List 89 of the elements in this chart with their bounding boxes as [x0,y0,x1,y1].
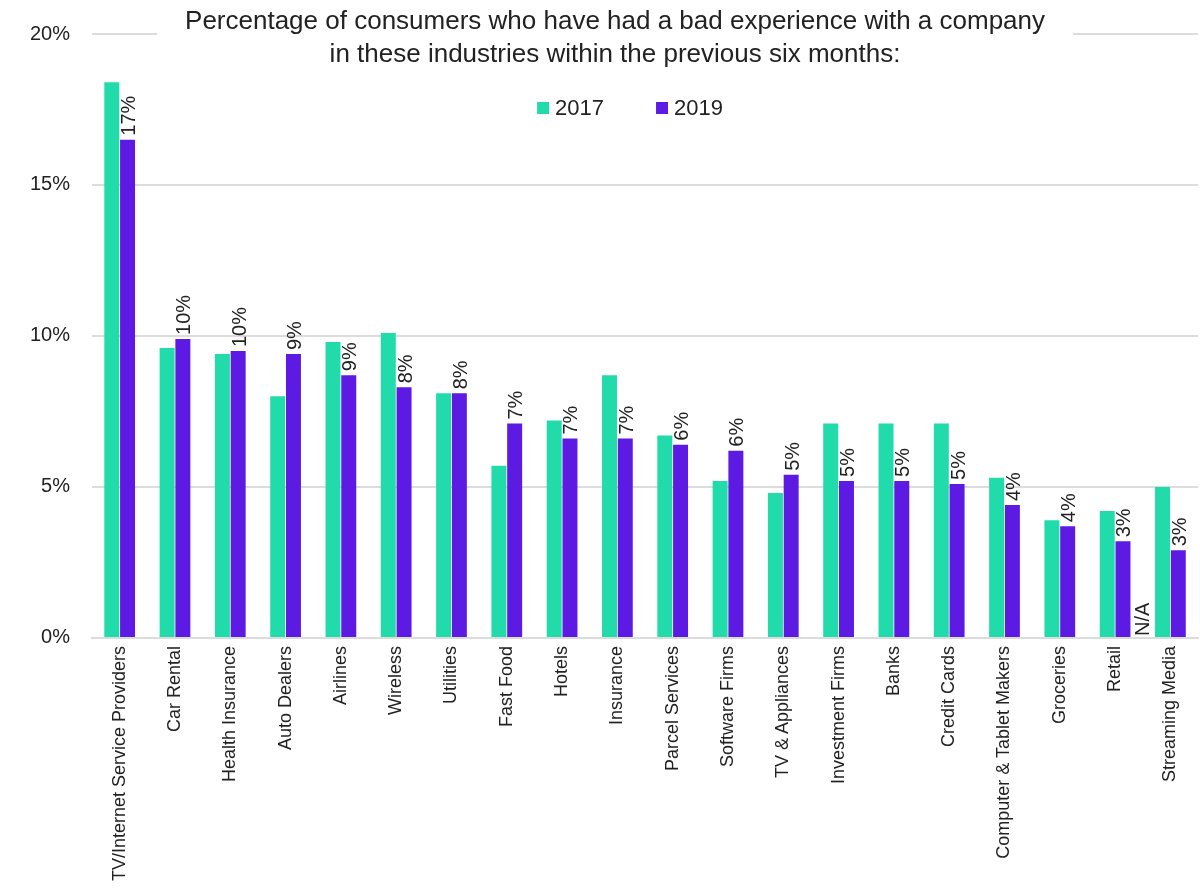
bar [380,332,396,637]
bar [823,423,839,637]
bar [989,477,1005,637]
bar [949,483,965,637]
bar [562,438,578,637]
bar [783,474,799,637]
y-tick-label: 5% [41,474,71,497]
bar [1170,550,1186,637]
x-tick-label: TV & Appliances [772,645,793,778]
bar [436,393,452,637]
data-label: 5% [891,447,914,477]
x-tick-label: Airlines [329,645,350,705]
x-tick-label: Investment Firms [827,645,848,784]
bar [396,387,412,637]
legend-label: 2017 [555,95,605,121]
x-tick-label: TV/Internet Service Providers [108,645,129,881]
data-label: 5% [780,441,803,471]
data-label: 4% [1001,471,1024,502]
bar [507,423,523,637]
x-tick-label: Software Firms [716,645,737,767]
bar [175,338,191,637]
chart-title: Percentage of consumers who have had a bad experience with a company in these industries within the previous six months: [185,5,1046,69]
x-tick-label: Retail [1104,645,1125,692]
bar [1115,541,1131,637]
bar [1004,505,1020,637]
x-tick-label: Credit Cards [938,645,959,747]
x-tick-label: Auto Dealers [274,645,295,750]
x-tick-label: Streaming Media [1159,644,1180,782]
data-label: 4% [1057,493,1080,523]
x-tick-label: Banks [882,645,903,696]
bar [728,450,744,637]
bar [673,444,689,637]
bar [285,354,301,637]
bar [1099,511,1115,637]
y-tick-label: 0% [41,625,71,648]
data-label: 7% [559,405,582,435]
x-tick-label: Insurance [606,645,627,725]
x-tick-label: Wireless [385,645,406,715]
bar [270,396,286,637]
x-tick-label: Utilities [440,645,461,704]
bar [325,341,341,637]
bar [104,82,120,637]
bar [120,139,136,637]
y-tick-label: 10% [30,323,71,346]
data-label: 9% [338,342,361,372]
bar [878,423,894,637]
bar [657,435,673,637]
data-label: 10% [172,294,195,335]
data-label: 5% [835,447,858,477]
data-label: 3% [1167,517,1190,547]
bar [491,465,507,637]
bar [838,480,854,637]
bar [894,480,910,637]
data-label: 7% [614,405,637,435]
bar [1044,520,1060,637]
x-tick-label: Groceries [1048,645,1069,724]
bar [214,354,230,637]
bar [230,351,246,637]
y-tick-label: 20% [30,21,71,44]
data-label: 6% [725,417,748,447]
data-label: 5% [946,450,969,480]
data-label: 3% [1112,508,1135,538]
y-tick-label: 15% [30,172,71,195]
data-label: 7% [504,390,527,420]
data-label: 10% [227,306,250,348]
data-label: 9% [282,320,305,351]
bar [546,420,562,637]
data-label: 6% [670,411,693,441]
bar [767,492,783,637]
x-tick-label: Parcel Services [661,645,682,771]
bar [933,423,949,637]
x-tick-label: Health Insurance [219,645,240,782]
bar [1155,486,1171,637]
x-tick-label: Hotels [551,645,572,697]
bar [159,348,175,637]
bar [341,375,357,637]
bar [617,438,633,637]
x-tick-label: Computer & Tablet Makers [993,645,1014,859]
annotation: N/A [1131,601,1154,636]
x-tick-label: Fast Food [495,645,516,727]
data-label: 17% [117,95,140,136]
x-tick-label: Car Rental [163,645,184,732]
bar [1060,526,1076,637]
bar [712,480,728,637]
legend-label: 2019 [674,95,723,121]
data-label: 8% [393,354,416,384]
bar [451,393,467,637]
data-label: 8% [448,360,471,390]
bar [602,375,617,637]
